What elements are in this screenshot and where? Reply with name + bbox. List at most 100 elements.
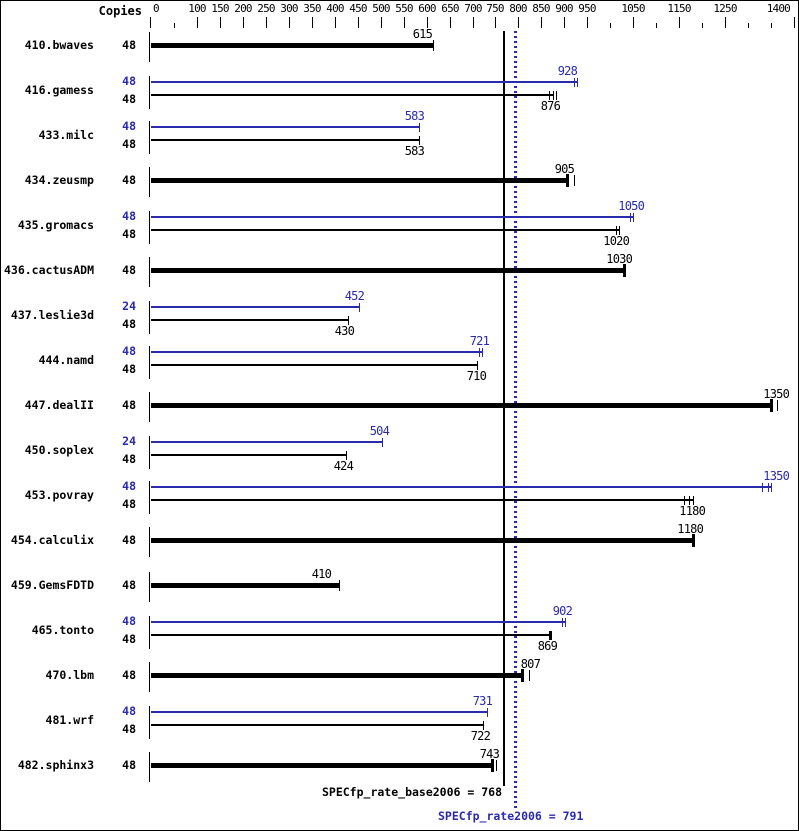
error-tick (419, 136, 420, 145)
value-label: 1020 (603, 234, 629, 248)
axis-tick (564, 17, 565, 28)
base-bar (151, 499, 694, 501)
error-tick (771, 483, 772, 492)
group-axis-line (149, 32, 150, 62)
axis-tick (633, 17, 634, 28)
base-bar (151, 763, 493, 768)
error-tick (692, 534, 695, 547)
peak-bar (151, 441, 383, 443)
axis-tick (473, 17, 474, 28)
copies-column-header: Copies (98, 4, 142, 18)
base-bar (151, 364, 478, 366)
axis-tick-label: 100 (188, 2, 206, 15)
value-label: 1180 (679, 504, 705, 518)
benchmark-name: 434.zeusmp (24, 173, 94, 187)
axis-tick (174, 23, 175, 28)
group-axis-line (149, 211, 150, 244)
value-label: 876 (540, 99, 561, 113)
copies-label: 48 (122, 452, 136, 466)
error-tick (477, 361, 478, 370)
copies-label: 48 (122, 344, 136, 358)
base-bar (151, 454, 347, 456)
value-label: 583 (404, 109, 425, 123)
benchmark-name: 459.GemsFDTD (10, 578, 94, 592)
error-tick (762, 483, 763, 492)
group-axis-line (149, 527, 150, 557)
axis-tick-label: 950 (578, 2, 596, 15)
peak-bar (151, 351, 483, 353)
base-bar (151, 319, 349, 321)
value-label: 1350 (763, 469, 789, 483)
axis-tick-label: 1400 (766, 2, 791, 15)
axis-tick (150, 17, 151, 28)
peak-bar (151, 81, 578, 83)
peak-rate-summary: SPECfp_rate2006 = 791 (438, 809, 584, 823)
value-label: 710 (466, 369, 487, 383)
axis-tick (427, 17, 428, 28)
copies-label: 48 (122, 362, 136, 376)
copies-label: 48 (122, 578, 136, 592)
benchmark-name: 470.lbm (45, 668, 94, 682)
value-label: 615 (412, 27, 433, 41)
value-label: 928 (557, 64, 578, 78)
benchmark-name: 433.milc (38, 128, 94, 142)
group-axis-line (149, 436, 150, 469)
error-tick (553, 91, 554, 100)
benchmark-name: 481.wrf (45, 713, 94, 727)
copies-label: 48 (122, 398, 136, 412)
axis-tick (541, 17, 542, 28)
copies-label: 48 (122, 137, 136, 151)
value-label: 902 (552, 604, 573, 618)
benchmark-name: 482.sphinx3 (17, 758, 94, 772)
base-bar (151, 673, 523, 678)
base-bar (151, 139, 420, 141)
copies-label: 48 (122, 479, 136, 493)
value-label: 1030 (606, 252, 632, 266)
copies-label: 48 (122, 632, 136, 646)
axis-tick-label: 550 (395, 2, 413, 15)
error-tick (689, 496, 690, 505)
base-bar (151, 268, 625, 273)
error-tick (346, 451, 347, 460)
error-tick (768, 483, 769, 492)
error-tick (623, 264, 626, 277)
benchmark-name: 465.tonto (31, 623, 94, 637)
axis-tick-label: 500 (372, 2, 390, 15)
value-label: 504 (369, 424, 390, 438)
axis-tick (335, 17, 336, 28)
group-axis-line (149, 121, 150, 154)
base-bar (151, 229, 620, 231)
error-tick (433, 40, 434, 51)
axis-tick-label: 150 (211, 2, 229, 15)
base-bar (151, 43, 434, 48)
benchmark-name: 410.bwaves (24, 38, 94, 52)
axis-tick-label: 0 (153, 2, 160, 15)
copies-label: 48 (122, 74, 136, 88)
error-tick (574, 78, 575, 87)
axis-tick-label: 1150 (667, 2, 691, 15)
group-axis-line (149, 301, 150, 334)
copies-label: 48 (122, 533, 136, 547)
error-tick (339, 580, 340, 591)
peak-bar (151, 126, 420, 128)
group-axis-line (149, 392, 150, 422)
group-axis-line (149, 346, 150, 379)
axis-tick (748, 23, 749, 28)
value-label: 452 (344, 289, 365, 303)
error-tick (482, 348, 483, 357)
error-tick (521, 669, 524, 682)
axis-tick (197, 17, 198, 28)
error-tick (574, 175, 575, 186)
error-tick (630, 213, 631, 222)
axis-tick-label: 750 (486, 2, 504, 15)
axis-tick (725, 17, 726, 28)
value-label: 807 (520, 657, 541, 671)
benchmark-name: 447.dealII (24, 398, 94, 412)
error-tick (556, 91, 557, 100)
copies-label: 48 (122, 209, 136, 223)
error-tick (529, 670, 530, 681)
benchmark-name: 450.soplex (24, 443, 94, 457)
axis-tick (243, 17, 244, 28)
base-bar (151, 178, 568, 183)
